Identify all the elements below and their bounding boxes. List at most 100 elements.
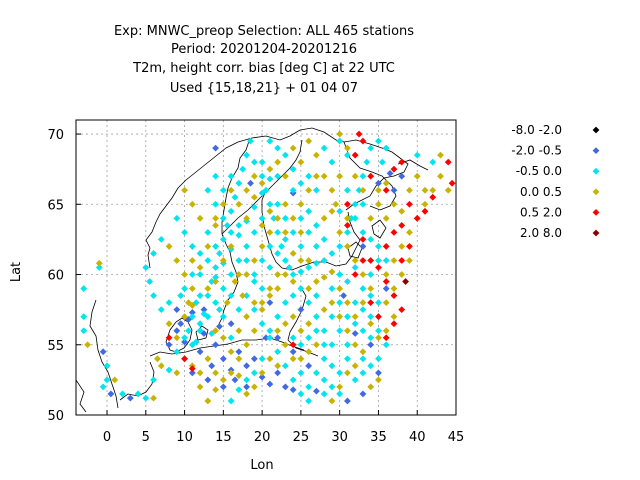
station-point (281, 236, 289, 243)
station-point (359, 257, 367, 264)
station-point (444, 158, 452, 166)
station-point (173, 369, 181, 377)
station-point (223, 221, 231, 229)
station-point (359, 137, 367, 145)
station-point (219, 200, 227, 208)
station-point (177, 292, 185, 299)
station-point (80, 313, 88, 321)
station-point (367, 271, 375, 278)
station-point (150, 394, 157, 402)
station-point (243, 383, 251, 391)
station-point (212, 369, 219, 377)
station-point (185, 316, 192, 323)
station-point (84, 341, 92, 349)
station-point (289, 376, 297, 384)
station-point (398, 271, 406, 278)
station-point (80, 285, 88, 292)
station-point (390, 292, 398, 299)
station-point (344, 313, 351, 321)
legend-marker (592, 126, 600, 134)
station-point (305, 383, 313, 391)
station-point (351, 200, 359, 208)
station-point (406, 228, 413, 236)
station-point (390, 320, 398, 328)
station-point (196, 369, 204, 377)
station-point (134, 390, 142, 398)
station-point (390, 165, 398, 173)
station-point (406, 186, 413, 194)
station-point (398, 207, 406, 215)
station-point (274, 369, 282, 377)
station-point (305, 207, 313, 215)
station-point (250, 193, 258, 201)
station-point (344, 355, 351, 363)
station-point (243, 186, 251, 194)
station-point (313, 387, 320, 395)
station-point (382, 334, 390, 342)
station-point (250, 271, 258, 278)
station-point (95, 264, 103, 271)
station-point (390, 313, 398, 321)
station-point (235, 355, 243, 363)
station-point (266, 299, 274, 307)
station-point (266, 207, 274, 215)
station-point (375, 137, 382, 145)
station-point (188, 243, 196, 250)
station-point (208, 362, 216, 370)
station-point (359, 369, 367, 377)
station-point (398, 257, 406, 264)
station-point (289, 165, 297, 173)
station-point (173, 348, 181, 356)
station-point (278, 243, 285, 250)
station-point (351, 264, 359, 271)
station-point (258, 320, 266, 328)
station-point (375, 299, 382, 307)
station-point (367, 257, 375, 264)
station-point (219, 355, 227, 363)
station-point (266, 292, 274, 299)
station-point (390, 228, 398, 236)
station-point (328, 285, 336, 292)
x-tick-label: 40 (409, 430, 426, 445)
legend: -8.0 -2.0 -2.0 -0.5 -0.5 0.0 0.0 0.5 0.5 2.0… (511, 123, 600, 240)
station-point (181, 338, 188, 346)
station-point (196, 250, 204, 257)
station-point (289, 292, 297, 299)
station-point (212, 299, 219, 307)
station-point (227, 186, 235, 194)
station-point (204, 355, 212, 363)
station-point (227, 348, 235, 356)
station-point (398, 221, 406, 229)
station-point (247, 137, 254, 145)
data-points (80, 130, 456, 405)
station-point (266, 334, 274, 342)
station-point (297, 341, 305, 349)
station-point (258, 158, 266, 166)
station-point (367, 172, 375, 180)
station-point (227, 271, 235, 278)
station-point (359, 186, 367, 194)
station-point (344, 341, 351, 349)
station-point (390, 257, 398, 264)
station-point (320, 214, 328, 222)
station-point (328, 341, 336, 349)
station-point (289, 214, 297, 222)
station-point (375, 186, 382, 194)
station-point (188, 309, 196, 316)
station-point (204, 292, 212, 299)
station-point (313, 151, 320, 159)
legend-marker (592, 147, 600, 154)
station-point (289, 355, 297, 363)
station-point (258, 214, 266, 222)
station-point (305, 320, 313, 328)
station-point (289, 271, 297, 278)
station-point (375, 243, 382, 250)
station-point (429, 193, 437, 201)
station-point (80, 327, 88, 335)
station-point (196, 271, 204, 278)
station-point (173, 334, 181, 342)
y-tick-label: 60 (47, 269, 64, 284)
x-tick-label: 5 (142, 430, 150, 445)
station-point (196, 383, 204, 391)
station-point (281, 320, 289, 328)
